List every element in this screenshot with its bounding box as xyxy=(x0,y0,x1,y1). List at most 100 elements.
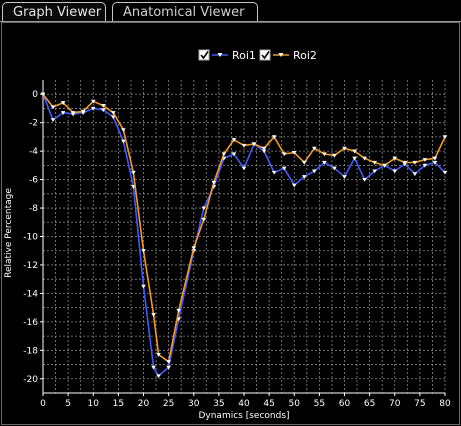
data-point-roi2 xyxy=(402,160,408,165)
data-point-roi1 xyxy=(156,374,161,379)
data-point-roi2 xyxy=(131,170,136,175)
x-tick-label: 65 xyxy=(364,399,375,409)
data-point-roi2 xyxy=(432,156,438,161)
data-point-roi2 xyxy=(201,217,207,222)
tab-anatomical-viewer[interactable]: Anatomical Viewer xyxy=(112,2,258,21)
x-tick-label: 60 xyxy=(339,399,351,409)
data-point-roi2 xyxy=(382,163,387,168)
data-point-roi1 xyxy=(322,160,327,165)
roi2-checkmark-icon xyxy=(261,51,270,60)
roi2-checkbox[interactable] xyxy=(259,49,271,61)
data-point-roi1 xyxy=(60,111,66,115)
data-point-roi1 xyxy=(241,166,247,171)
x-tick-label: 30 xyxy=(188,399,200,409)
data-point-roi1 xyxy=(261,149,267,154)
data-point-roi1 xyxy=(352,156,357,161)
roi1-checkmark-icon xyxy=(200,51,209,60)
y-axis-label: Relative Percentage xyxy=(4,188,14,278)
data-point-roi2 xyxy=(412,160,418,165)
data-point-roi2 xyxy=(392,156,398,161)
data-point-roi2 xyxy=(362,156,367,161)
x-tick-label: 0 xyxy=(40,399,46,409)
data-point-roi2 xyxy=(50,105,56,110)
tab-graph-viewer[interactable]: Graph Viewer xyxy=(2,2,106,21)
data-point-roi2 xyxy=(261,146,267,151)
data-point-roi2 xyxy=(211,180,217,185)
data-point-roi2 xyxy=(291,150,297,155)
x-tick-label: 80 xyxy=(439,399,451,409)
data-point-roi1 xyxy=(412,172,418,177)
x-tick-label: 5 xyxy=(65,399,71,409)
roi2-legend-label: Roi2 xyxy=(293,49,317,62)
data-point-roi2 xyxy=(372,160,377,165)
data-point-roi1 xyxy=(432,160,438,165)
x-tick-label: 45 xyxy=(263,399,274,409)
data-point-roi1 xyxy=(166,365,171,370)
data-point-roi1 xyxy=(121,139,126,144)
data-point-roi2 xyxy=(60,101,66,105)
data-point-roi1 xyxy=(422,163,428,168)
data-point-roi1 xyxy=(392,169,398,174)
data-point-roi2 xyxy=(342,146,347,151)
chart-series xyxy=(40,92,448,379)
roi1-legend-marker xyxy=(217,53,223,57)
data-point-roi1 xyxy=(151,365,156,370)
x-axis-label: Dynamics [seconds] xyxy=(198,411,289,421)
legend: Roi1 Roi2 xyxy=(198,49,317,62)
tab-bar: Graph Viewer Anatomical Viewer xyxy=(0,0,461,22)
x-tick-label: 25 xyxy=(163,399,174,409)
data-point-roi1 xyxy=(141,284,146,289)
legend-item-roi1[interactable]: Roi1 xyxy=(198,49,256,62)
data-point-roi1 xyxy=(50,118,56,123)
data-point-roi1 xyxy=(302,175,307,179)
tab-divider xyxy=(0,21,461,22)
y-tick-label: -18 xyxy=(23,346,38,356)
data-point-roi2 xyxy=(251,142,257,147)
data-point-roi1 xyxy=(312,169,317,174)
data-point-roi2 xyxy=(302,160,307,165)
data-point-roi2 xyxy=(101,104,106,108)
data-point-roi2 xyxy=(111,111,116,115)
data-point-roi1 xyxy=(90,106,96,111)
data-point-roi1 xyxy=(342,175,347,179)
legend-item-roi2[interactable]: Roi2 xyxy=(259,49,317,62)
data-point-roi2 xyxy=(221,152,227,157)
y-tick-label: -10 xyxy=(23,233,38,243)
data-point-roi1 xyxy=(332,166,337,171)
data-point-roi2 xyxy=(121,128,126,132)
x-tick-label: 70 xyxy=(389,399,401,409)
data-point-roi2 xyxy=(141,249,146,253)
y-tick-label: 0 xyxy=(32,90,38,100)
data-point-roi2 xyxy=(241,143,247,148)
data-point-roi1 xyxy=(281,166,287,171)
data-point-roi2 xyxy=(281,152,287,157)
x-tick-label: 75 xyxy=(414,399,425,409)
y-tick-label: -8 xyxy=(29,204,38,214)
data-point-roi1 xyxy=(101,108,106,113)
graph-panel xyxy=(1,22,460,425)
data-point-roi2 xyxy=(191,246,197,251)
y-tick-label: -2 xyxy=(29,119,38,129)
data-point-roi1 xyxy=(111,115,116,120)
chart-ticks: 0 5 10 15 20 25 30 35 40 45 50 55 60 65 70 75 80 0 -2 -4 -6 -… xyxy=(23,90,451,409)
data-point-roi1 xyxy=(362,177,367,182)
x-tick-label: 15 xyxy=(113,399,124,409)
roi2-legend-marker xyxy=(278,53,284,57)
data-point-roi2 xyxy=(231,138,237,142)
roi1-checkbox[interactable] xyxy=(198,49,210,61)
y-tick-label: -16 xyxy=(23,318,38,328)
data-point-roi2 xyxy=(352,149,357,154)
data-point-roi2 xyxy=(166,360,171,364)
data-point-roi2 xyxy=(176,308,181,313)
roi1-legend-label: Roi1 xyxy=(232,49,256,62)
data-point-roi1 xyxy=(201,206,207,211)
data-point-roi2 xyxy=(151,313,156,317)
x-tick-label: 40 xyxy=(238,399,250,409)
data-point-roi1 xyxy=(231,152,237,157)
y-tick-label: -4 xyxy=(29,147,38,157)
y-tick-label: -14 xyxy=(23,289,38,299)
x-tick-label: 10 xyxy=(88,399,100,409)
x-tick-label: 50 xyxy=(289,399,301,409)
data-point-roi2 xyxy=(271,135,277,140)
